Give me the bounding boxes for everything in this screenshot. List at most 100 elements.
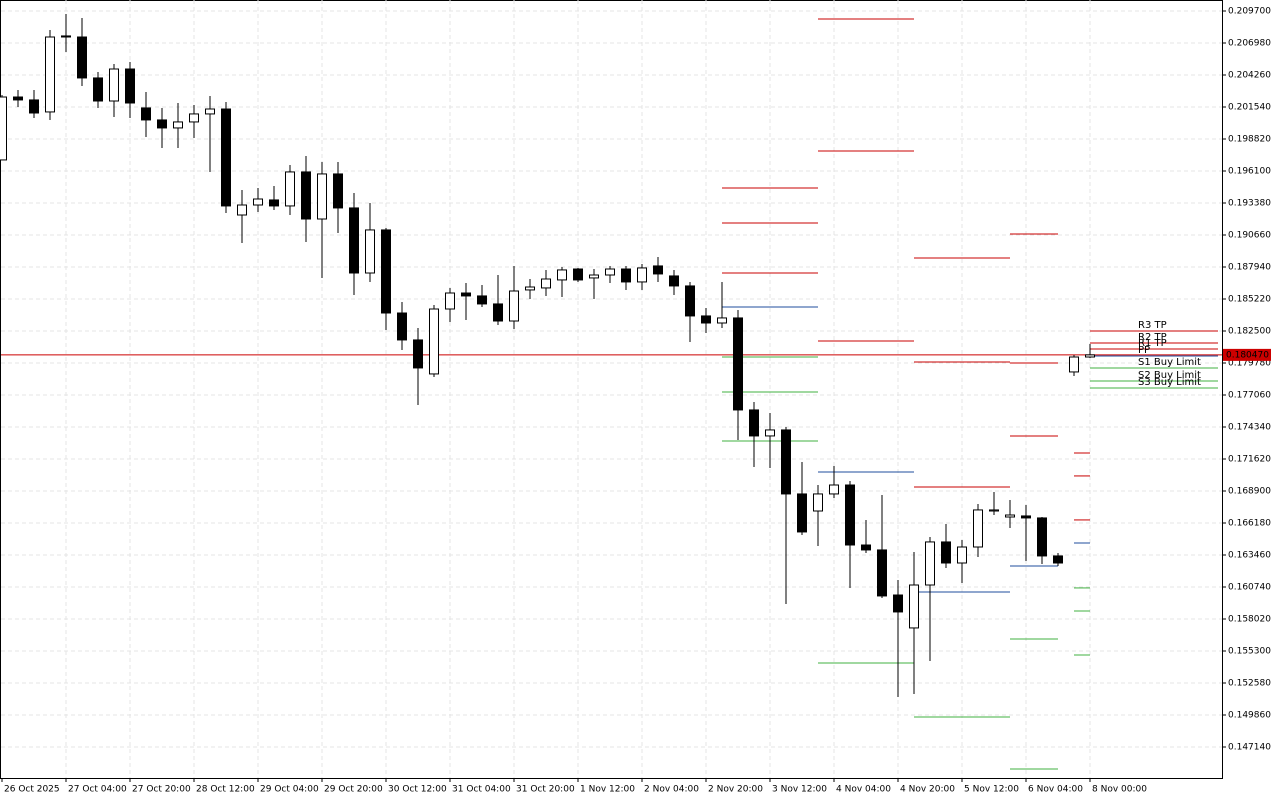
- candle-body: [925, 541, 935, 586]
- y-tick-label: 0.209700: [1228, 7, 1271, 17]
- x-tick-label: 5 Nov 12:00: [964, 785, 1019, 795]
- candle-body: [317, 173, 327, 220]
- candle-body: [0, 96, 7, 161]
- candle-body: [349, 207, 359, 274]
- candle-body: [765, 429, 775, 437]
- level-label: R3 TP: [1138, 320, 1167, 331]
- candle-body: [637, 267, 647, 283]
- candle-body: [781, 429, 791, 495]
- y-tick-label: 0.152580: [1228, 679, 1271, 689]
- y-tick-label: 0.168900: [1228, 487, 1271, 497]
- level-label: PP: [1138, 345, 1150, 356]
- y-tick-label: 0.147140: [1228, 743, 1271, 753]
- candle-body: [413, 339, 423, 369]
- candle-body: [813, 493, 823, 512]
- x-tick-label: 4 Nov 20:00: [900, 785, 955, 795]
- candle-body: [109, 68, 119, 102]
- y-tick-label: 0.198820: [1228, 135, 1271, 145]
- candle-body: [221, 108, 231, 207]
- y-tick-label: 0.171620: [1228, 455, 1271, 465]
- candle-body: [1037, 517, 1047, 557]
- candle-body: [685, 285, 695, 317]
- candle-body: [557, 269, 567, 281]
- candle-body: [941, 541, 951, 564]
- y-tick-label: 0.155300: [1228, 647, 1271, 657]
- candle-body: [701, 315, 711, 324]
- candle-body: [29, 99, 39, 114]
- level-label: S2 Buy Limit: [1138, 370, 1201, 381]
- level-label: S1 Buy Limit: [1138, 357, 1201, 368]
- candle-body: [909, 584, 919, 629]
- candle-body: [653, 265, 663, 275]
- candle-body: [1069, 356, 1079, 373]
- y-tick-label: 0.166180: [1228, 519, 1271, 529]
- x-tick-label: 3 Nov 12:00: [772, 785, 827, 795]
- x-tick-label: 29 Oct 04:00: [260, 785, 319, 795]
- candle-body: [13, 96, 23, 101]
- candle-body: [957, 546, 967, 564]
- level-label: S3 Buy Limit: [1138, 377, 1201, 388]
- x-tick-label: 4 Nov 04:00: [836, 785, 891, 795]
- candle-body: [205, 108, 215, 115]
- candle-body: [381, 229, 391, 314]
- y-tick-label: 0.149860: [1228, 711, 1271, 721]
- y-tick-label: 0.206980: [1228, 39, 1271, 49]
- candle-body: [93, 77, 103, 102]
- candle-body: [829, 484, 839, 495]
- candle-body: [61, 35, 71, 38]
- level-label: R2 TP: [1138, 332, 1167, 343]
- x-tick-label: 6 Nov 04:00: [1028, 785, 1083, 795]
- y-tick-label: 0.177060: [1228, 391, 1271, 401]
- level-label: R1 TP: [1138, 338, 1167, 349]
- x-tick-label: 29 Oct 20:00: [324, 785, 383, 795]
- candle-body: [749, 409, 759, 437]
- candle-body: [573, 268, 583, 281]
- x-tick-label: 31 Oct 20:00: [516, 785, 575, 795]
- y-tick-label: 0.163460: [1228, 551, 1271, 561]
- candle-body: [1085, 354, 1095, 358]
- y-tick-label: 0.185220: [1228, 295, 1271, 305]
- x-tick-label: 1 Nov 12:00: [580, 785, 635, 795]
- candle-body: [365, 229, 375, 274]
- x-tick-label: 30 Oct 12:00: [388, 785, 447, 795]
- candle-body: [525, 286, 535, 291]
- y-tick-label: 0.201540: [1228, 103, 1271, 113]
- y-tick-label: 0.160740: [1228, 583, 1271, 593]
- candle-body: [285, 171, 295, 207]
- candle-body: [301, 171, 311, 220]
- candle-body: [605, 268, 615, 276]
- candle-body: [989, 509, 999, 512]
- candle-body: [173, 121, 183, 129]
- current-price-label: 0.180470: [1226, 350, 1269, 360]
- candle-body: [1005, 514, 1015, 518]
- candle-body: [141, 107, 151, 121]
- y-tick-label: 0.179780: [1228, 359, 1271, 369]
- y-tick-label: 0.196100: [1228, 167, 1271, 177]
- candle-body: [797, 493, 807, 533]
- candle-body: [509, 290, 519, 322]
- y-tick-label: 0.193380: [1228, 199, 1271, 209]
- candle-body: [157, 119, 167, 129]
- x-tick-label: 2 Nov 20:00: [708, 785, 763, 795]
- candle-body: [733, 317, 743, 411]
- x-tick-label: 31 Oct 04:00: [452, 785, 511, 795]
- candle-body: [429, 308, 439, 375]
- candle-body: [717, 317, 727, 324]
- y-tick-label: 0.182500: [1228, 327, 1271, 337]
- candle-body: [397, 312, 407, 341]
- y-tick-label: 0.187940: [1228, 263, 1271, 273]
- candle-body: [477, 295, 487, 305]
- x-tick-label: 26 Oct 2025: [4, 785, 60, 795]
- candle-body: [893, 594, 903, 613]
- candle-body: [461, 292, 471, 297]
- y-tick-label: 0.174340: [1228, 423, 1271, 433]
- candle-body: [125, 68, 135, 104]
- y-tick-label: 0.204260: [1228, 71, 1271, 81]
- x-tick-label: 27 Oct 20:00: [132, 785, 191, 795]
- y-tick-label: 0.190660: [1228, 231, 1271, 241]
- candle-body: [845, 484, 855, 546]
- candle-body: [45, 36, 55, 113]
- candle-body: [861, 544, 871, 551]
